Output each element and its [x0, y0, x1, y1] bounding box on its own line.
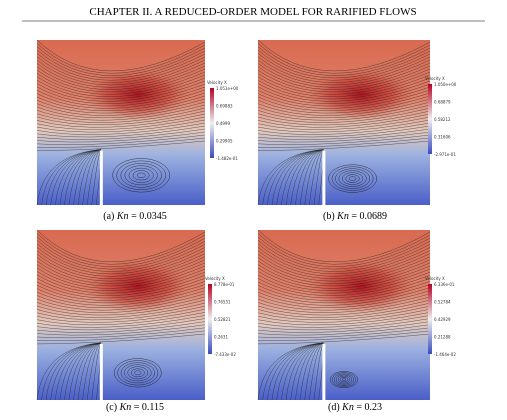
- vortex-line: [120, 362, 155, 384]
- caption-label: (d): [328, 402, 340, 413]
- flow-field: [258, 230, 430, 400]
- colorbar-tick-label: -1.482e-01: [216, 156, 238, 161]
- colorbar-tick-label: -1.464e-02: [434, 352, 456, 357]
- header-title: CHAPTER II. A REDUCED-ORDER MODEL FOR RA…: [89, 6, 416, 18]
- colorbar-tick-label: -7.433e-02: [214, 352, 236, 357]
- colorbar-gradient: [208, 284, 212, 354]
- colorbar-tick-label: 0.76551: [214, 300, 231, 305]
- vortex-line: [335, 374, 353, 385]
- vortex-line: [124, 165, 158, 186]
- figure-panel: [36, 229, 206, 401]
- vortex-line: [132, 170, 150, 181]
- caption-value: = 0.115: [134, 402, 164, 413]
- vortex-line: [134, 370, 142, 376]
- colorbar-tick-label: 0.58212: [434, 117, 451, 122]
- vortex-line: [331, 166, 374, 191]
- vortex-line: [339, 377, 349, 383]
- vortex-line: [117, 360, 159, 386]
- colorbar-title: Velocity X: [425, 76, 445, 81]
- colorbar-tick-label: 0.68879: [434, 100, 451, 105]
- colorbar-tick-label: 1.051e+00: [216, 86, 239, 91]
- vortex-line: [128, 167, 154, 183]
- vortex-line: [130, 368, 145, 378]
- vortex-line: [124, 364, 152, 382]
- caption: (a) Kn = 0.0345: [103, 211, 166, 222]
- colorbar-gradient: [210, 88, 214, 158]
- figure-panel: [257, 229, 431, 401]
- caption-value: = 0.0345: [131, 211, 167, 222]
- colorbar-tick-label: 0.69883: [216, 104, 233, 109]
- colorbar-tick-label: 0.42929: [434, 317, 451, 322]
- caption-symbol: Kn: [119, 402, 132, 413]
- vortex-line: [114, 358, 162, 388]
- colorbar-tick-label: 0.2631: [214, 335, 228, 340]
- vortex-line: [337, 375, 351, 384]
- colorbar-title: Velocity X: [207, 80, 227, 85]
- streamlines: [257, 229, 431, 401]
- colorbar-gradient: [428, 84, 432, 154]
- vortex-line: [348, 176, 357, 181]
- vortex-line: [328, 164, 377, 193]
- vortex-line: [332, 372, 356, 387]
- figure-panel: [36, 39, 206, 206]
- flow-field: [258, 40, 430, 205]
- colorbar-tick-label: 6.336e-01: [434, 282, 455, 287]
- caption: (d) Kn = 0.23: [328, 402, 382, 413]
- colorbar-tick-label: 0.52784: [434, 300, 451, 305]
- vortex-line: [136, 172, 146, 178]
- colorbar-tick-label: 1.050e+00: [434, 82, 457, 87]
- vortex-line: [120, 163, 162, 188]
- vortex-line: [345, 174, 360, 183]
- wall: [99, 150, 103, 205]
- caption-symbol: Kn: [341, 402, 354, 413]
- streamlines: [36, 229, 206, 401]
- wall: [322, 150, 326, 205]
- caption-label: (b): [323, 211, 335, 222]
- vortex-line: [330, 371, 358, 388]
- colorbar-tick-label: 0.52821: [214, 317, 231, 322]
- wall: [99, 343, 103, 400]
- colorbar: Velocity X1.051e+00 0.69883 0.4999 0.29905 -…: [207, 80, 239, 161]
- colorbar-tick-label: 0.4999: [216, 121, 230, 126]
- vortex-line: [341, 378, 347, 381]
- wall: [322, 343, 326, 400]
- vortex-line: [342, 172, 364, 185]
- colorbar-tick-label: 0.31606: [434, 135, 451, 140]
- caption: (b) Kn = 0.0689: [323, 211, 387, 222]
- colorbar-title: Velocity X: [205, 276, 225, 281]
- vortex-line: [116, 160, 166, 190]
- colorbar-tick-label: 8.778e-01: [214, 282, 235, 287]
- caption-symbol: Kn: [116, 211, 129, 222]
- colorbar: Velocity X6.336e-01 0.52784 0.42929 0.21288…: [425, 276, 456, 357]
- caption-label: (c): [106, 402, 117, 413]
- colorbar-tick-label: 0.29905: [216, 139, 233, 144]
- colorbar-tick-label: -2.971e-01: [434, 152, 456, 157]
- figure-panel: [257, 39, 431, 206]
- colorbar: Velocity X8.778e-01 0.76551 0.52821 0.2631 -…: [205, 276, 236, 357]
- vortex-line: [127, 366, 149, 380]
- caption-value: = 0.0689: [351, 211, 387, 222]
- caption-symbol: Kn: [336, 211, 349, 222]
- vortex-line: [335, 168, 370, 189]
- vortex-line: [338, 170, 367, 187]
- colorbar: Velocity X1.050e+00 0.68879 0.58212 0.31606…: [425, 76, 457, 157]
- caption-value: = 0.23: [356, 402, 382, 413]
- vortex-line: [112, 158, 170, 193]
- vortex-line: [333, 373, 355, 386]
- caption: (c) Kn = 0.115: [106, 402, 164, 413]
- colorbar-tick-label: 0.21288: [434, 335, 451, 340]
- colorbar-title: Velocity X: [425, 276, 445, 281]
- caption-label: (a): [103, 211, 114, 222]
- streamlines: [36, 39, 206, 206]
- streamlines: [257, 39, 431, 206]
- colorbar-gradient: [428, 284, 432, 354]
